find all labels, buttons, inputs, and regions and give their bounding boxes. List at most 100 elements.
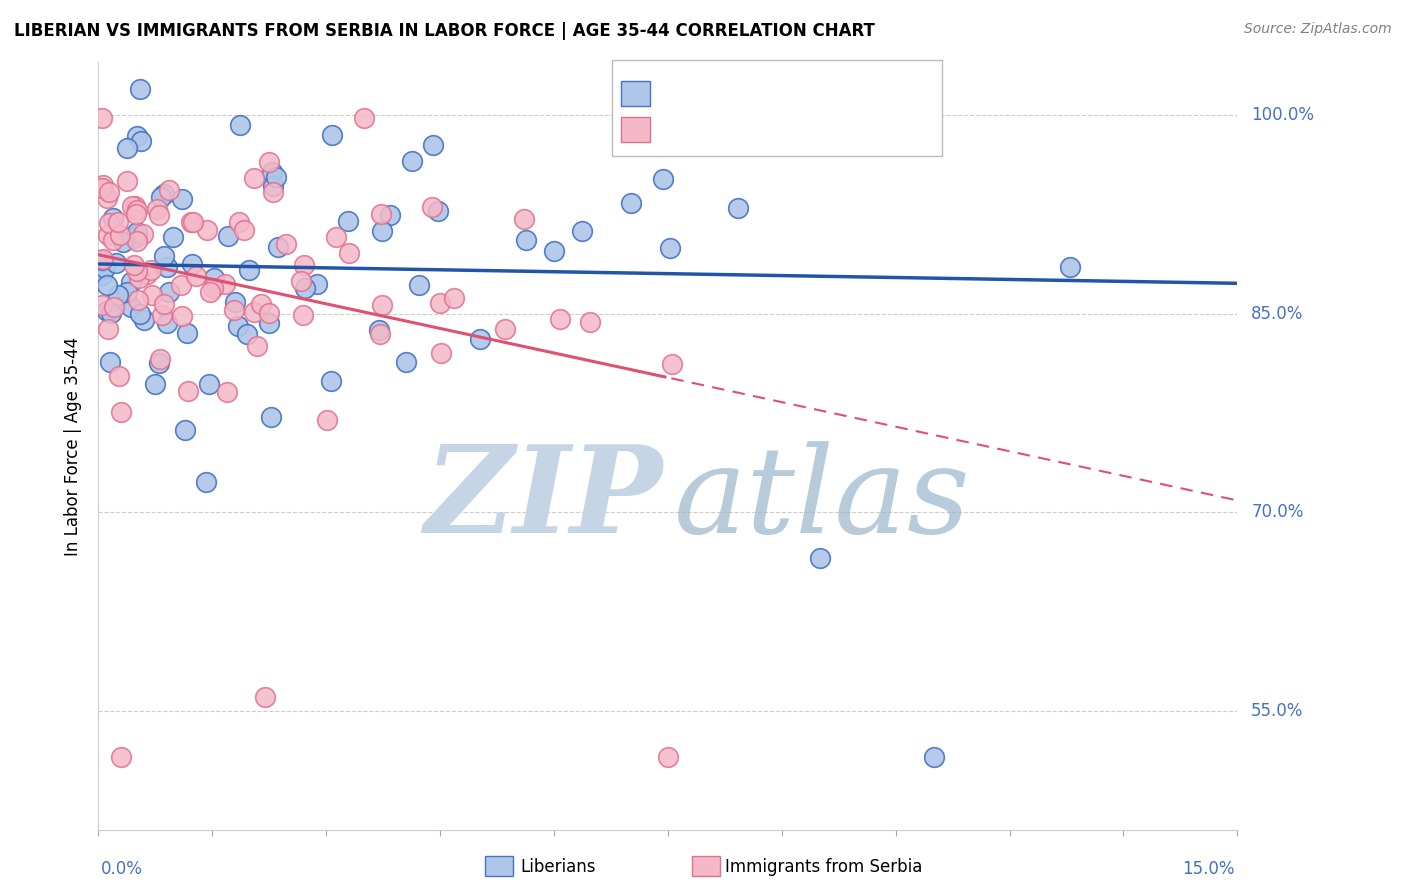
Point [254, 690, 277, 705]
Point [408, 278, 430, 293]
Text: Immigrants from Serbia: Immigrants from Serbia [725, 858, 922, 876]
Text: 80: 80 [858, 120, 883, 138]
Point [513, 212, 536, 227]
Point [125, 264, 148, 278]
Text: 78: 78 [858, 85, 883, 103]
Point [195, 222, 218, 236]
Text: atlas: atlas [673, 441, 970, 558]
Point [307, 277, 329, 292]
Point [174, 423, 197, 437]
Point [353, 111, 375, 125]
Point [260, 165, 283, 179]
Point [170, 277, 193, 292]
Point [96, 191, 118, 205]
Point [115, 285, 138, 299]
Point [153, 249, 176, 263]
Point [202, 281, 225, 295]
Text: Liberians: Liberians [520, 858, 596, 876]
Point [257, 317, 280, 331]
Point [101, 234, 124, 248]
Point [321, 374, 343, 388]
Point [215, 385, 238, 400]
Point [132, 313, 155, 327]
Point [515, 233, 537, 247]
Text: 15.0%: 15.0% [1182, 860, 1234, 878]
Text: 0.179: 0.179 [717, 85, 773, 103]
Point [422, 200, 444, 214]
Text: LIBERIAN VS IMMIGRANTS FROM SERBIA IN LABOR FORCE | AGE 35-44 CORRELATION CHART: LIBERIAN VS IMMIGRANTS FROM SERBIA IN LA… [14, 22, 875, 40]
Point [120, 275, 142, 289]
Point [316, 413, 339, 427]
Point [112, 235, 135, 249]
Point [727, 201, 749, 215]
Point [157, 285, 180, 300]
Point [808, 551, 831, 566]
Point [125, 228, 148, 243]
Point [128, 82, 150, 96]
Point [172, 309, 194, 323]
Point [108, 227, 131, 242]
Point [135, 268, 157, 282]
Point [124, 207, 146, 221]
Point [139, 263, 162, 277]
Point [443, 291, 465, 305]
Point [122, 231, 145, 245]
Point [91, 181, 114, 195]
Point [228, 215, 250, 229]
Point [422, 137, 444, 152]
Point [91, 268, 114, 282]
Point [264, 170, 287, 185]
Point [290, 274, 312, 288]
Point [571, 224, 593, 238]
Point [94, 261, 117, 276]
Point [620, 196, 643, 211]
Point [107, 215, 129, 229]
Text: -0.148: -0.148 [717, 120, 782, 138]
Point [96, 277, 118, 292]
Point [127, 203, 149, 218]
Point [214, 277, 236, 291]
Point [337, 213, 360, 227]
Point [125, 128, 148, 143]
Point [97, 322, 120, 336]
Point [127, 293, 149, 308]
Text: 70.0%: 70.0% [1251, 503, 1303, 521]
Point [110, 749, 132, 764]
Point [250, 296, 273, 310]
Text: R =: R = [661, 120, 700, 138]
Point [321, 128, 343, 143]
Point [181, 215, 204, 229]
Point [238, 263, 260, 277]
Point [124, 199, 146, 213]
Point [152, 187, 174, 202]
Point [120, 300, 142, 314]
Point [543, 244, 565, 259]
Text: Source: ZipAtlas.com: Source: ZipAtlas.com [1244, 22, 1392, 37]
Point [176, 326, 198, 340]
Point [401, 154, 423, 169]
Point [98, 185, 121, 199]
Point [257, 154, 280, 169]
Text: N =: N = [794, 85, 846, 103]
Point [243, 305, 266, 319]
Text: N =: N = [794, 120, 846, 138]
Point [125, 234, 148, 248]
Point [380, 208, 402, 222]
Point [751, 82, 773, 96]
Point [148, 356, 170, 370]
Point [370, 224, 392, 238]
Point [91, 298, 114, 312]
Point [236, 326, 259, 341]
Point [292, 258, 315, 272]
Point [129, 307, 152, 321]
Point [117, 173, 139, 187]
Point [159, 183, 181, 197]
Point [177, 384, 200, 398]
Point [91, 178, 114, 192]
Point [152, 297, 174, 311]
Point [194, 475, 217, 489]
Point [233, 223, 256, 237]
Point [107, 368, 129, 383]
Point [262, 179, 284, 194]
Point [148, 208, 170, 222]
